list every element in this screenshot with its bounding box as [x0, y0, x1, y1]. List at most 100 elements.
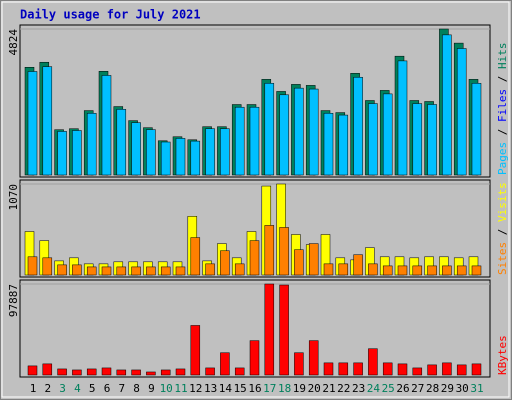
bar	[27, 365, 38, 376]
bar	[101, 75, 112, 176]
bar	[101, 367, 112, 376]
x-tick-label: 21	[322, 382, 335, 395]
bar	[412, 367, 423, 376]
bar	[86, 266, 97, 276]
x-tick-label: 4	[74, 382, 81, 395]
bar	[160, 369, 171, 376]
bar	[57, 368, 67, 376]
bar	[146, 129, 156, 176]
bar	[279, 227, 289, 276]
bar	[27, 256, 38, 276]
bar	[308, 340, 319, 376]
bar	[175, 368, 186, 376]
x-tick-label: 3	[59, 382, 66, 395]
bar	[116, 109, 127, 176]
bar	[72, 264, 82, 276]
bar	[264, 225, 275, 276]
bar	[323, 113, 334, 176]
legend-entry: Pages	[496, 142, 509, 175]
bar	[249, 106, 260, 176]
bar	[146, 371, 156, 376]
bar	[205, 263, 215, 276]
x-tick-label: 23	[352, 382, 365, 395]
bar	[456, 364, 467, 376]
x-tick-label: 22	[337, 382, 350, 395]
bar	[116, 369, 127, 376]
bar	[116, 266, 127, 276]
bar	[131, 266, 141, 276]
bar	[57, 264, 67, 276]
bar	[86, 368, 97, 376]
bar	[160, 266, 171, 276]
bar	[234, 367, 245, 376]
legend: KBytes	[496, 335, 509, 375]
x-tick-label: 12	[189, 382, 202, 395]
bar	[86, 113, 97, 176]
bar	[175, 138, 186, 176]
x-tick-label: 16	[248, 382, 261, 395]
legend: Pages / Files / Hits	[496, 43, 509, 176]
bar	[427, 364, 437, 376]
legend-entry: Files	[496, 89, 509, 122]
x-tick-label: 8	[133, 382, 140, 395]
bar	[72, 369, 82, 376]
bar	[471, 83, 482, 176]
bar	[249, 340, 260, 376]
bar	[412, 103, 423, 176]
bar	[234, 263, 245, 276]
legend: Sites / Visits	[496, 182, 509, 275]
x-tick-label: 10	[160, 382, 173, 395]
bar	[249, 240, 260, 276]
bar	[264, 283, 275, 376]
bar	[353, 254, 363, 276]
legend-separator: /	[496, 222, 509, 242]
x-tick-label: 24	[367, 382, 381, 395]
bar	[42, 257, 53, 276]
x-tick-label: 20	[308, 382, 321, 395]
bar	[382, 93, 393, 176]
x-tick-label: 30	[456, 382, 469, 395]
x-tick-label: 5	[89, 382, 96, 395]
bar	[442, 265, 452, 276]
x-tick-label: 17	[263, 382, 276, 395]
bar	[131, 369, 141, 376]
bar	[294, 352, 304, 376]
chart-title: Daily usage for July 2021	[20, 8, 201, 22]
bar	[456, 265, 467, 276]
bar	[471, 363, 482, 376]
bar	[279, 284, 289, 376]
bar	[101, 266, 112, 276]
bar	[338, 362, 349, 376]
bar	[382, 362, 393, 376]
bar	[368, 348, 378, 376]
bar	[190, 237, 201, 276]
legend-entry: KBytes	[496, 335, 509, 375]
x-tick-label: 25	[382, 382, 395, 395]
bar	[190, 140, 201, 176]
bar	[146, 266, 156, 276]
bar	[220, 352, 230, 376]
bar	[412, 265, 423, 276]
legend-entry: Hits	[496, 43, 509, 70]
x-tick-label: 15	[234, 382, 247, 395]
bar	[160, 141, 171, 176]
x-tick-label: 11	[174, 382, 187, 395]
bar	[42, 363, 53, 376]
bar	[279, 94, 289, 176]
bar	[323, 263, 334, 276]
legend-entry: Sites	[496, 242, 509, 275]
x-tick-label: 2	[44, 382, 51, 395]
bar	[471, 265, 482, 276]
y-tick-label: 97887	[7, 284, 20, 317]
bar	[368, 263, 378, 276]
bar	[234, 106, 245, 176]
bar	[72, 130, 82, 176]
x-tick-label: 18	[278, 382, 291, 395]
bar	[397, 265, 408, 276]
bar	[264, 83, 275, 176]
bar	[382, 265, 393, 276]
bar	[368, 103, 378, 176]
x-tick-label: 9	[148, 382, 155, 395]
x-tick-label: 13	[204, 382, 217, 395]
x-tick-label: 7	[118, 382, 125, 395]
